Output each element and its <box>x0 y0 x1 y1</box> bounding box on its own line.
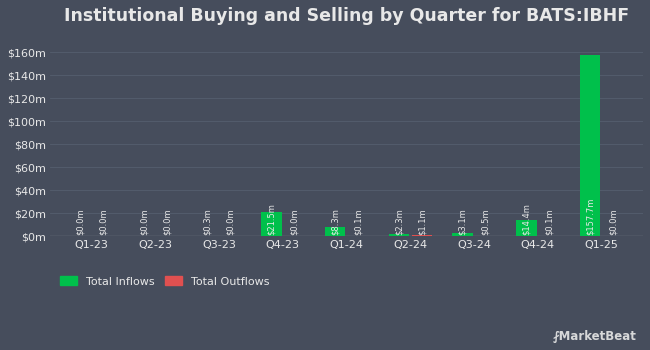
Text: $8.3m: $8.3m <box>331 208 339 234</box>
Text: $0.1m: $0.1m <box>354 208 363 234</box>
Text: $0.0m: $0.0m <box>226 208 235 234</box>
Text: $0.1m: $0.1m <box>545 208 554 234</box>
Bar <box>325 227 345 236</box>
Text: $0.0m: $0.0m <box>162 208 172 234</box>
Text: $0.0m: $0.0m <box>99 208 107 234</box>
Text: $21.5m: $21.5m <box>267 203 276 234</box>
Text: $0.0m: $0.0m <box>139 208 148 234</box>
Bar <box>580 55 601 236</box>
Legend: Total Inflows, Total Outflows: Total Inflows, Total Outflows <box>56 272 274 291</box>
Bar <box>452 233 473 236</box>
Text: $0.0m: $0.0m <box>290 208 299 234</box>
Text: $2.3m: $2.3m <box>395 208 404 234</box>
Text: $3.1m: $3.1m <box>458 208 467 234</box>
Bar <box>516 220 537 236</box>
Bar <box>411 235 432 236</box>
Text: $0.3m: $0.3m <box>203 208 212 234</box>
Text: ⨏MarketBeat: ⨏MarketBeat <box>553 330 637 343</box>
Text: $0.5m: $0.5m <box>481 208 490 234</box>
Text: $1.1m: $1.1m <box>417 208 426 234</box>
Bar <box>389 233 409 236</box>
Text: $0.0m: $0.0m <box>75 208 84 234</box>
Text: $0.0m: $0.0m <box>608 208 618 234</box>
Text: $157.7m: $157.7m <box>586 197 595 234</box>
Text: $14.4m: $14.4m <box>522 203 531 234</box>
Title: Institutional Buying and Selling by Quarter for BATS:IBHF: Institutional Buying and Selling by Quar… <box>64 7 629 25</box>
Bar <box>261 211 281 236</box>
